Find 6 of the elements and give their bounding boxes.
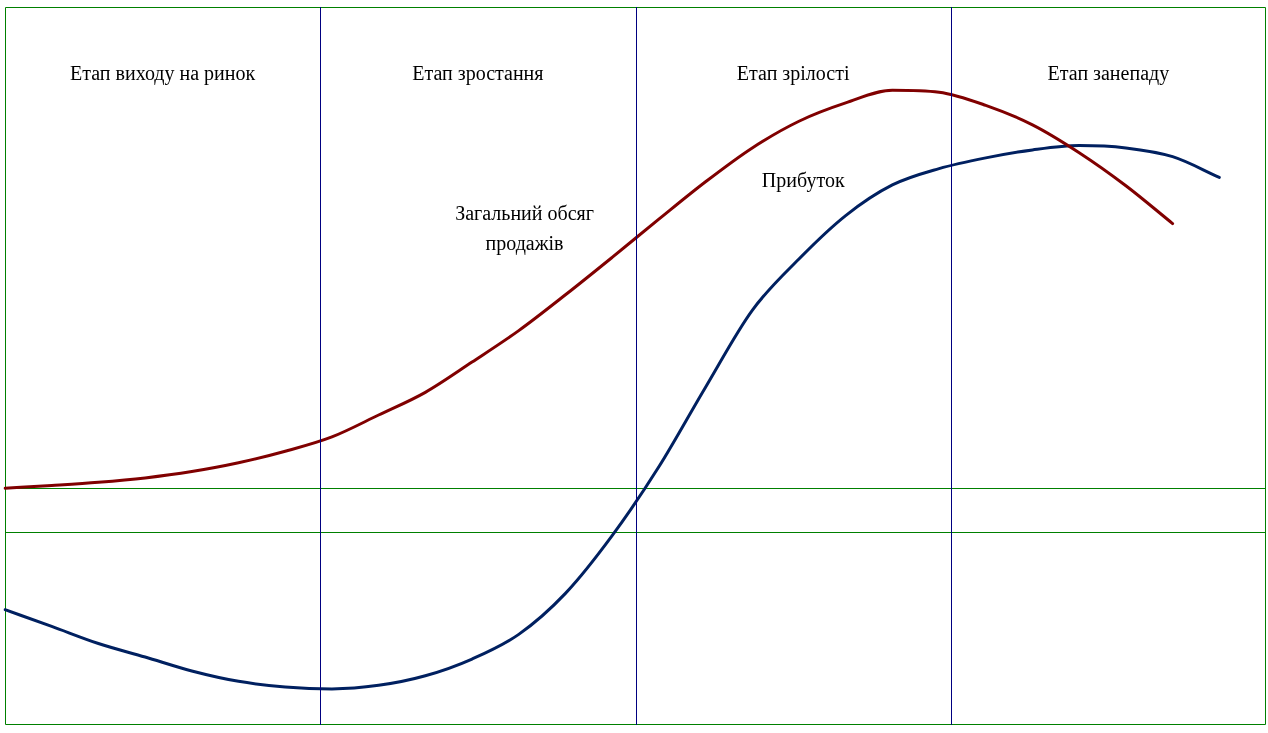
series-label: Прибуток xyxy=(761,168,845,192)
series-label: Загальний обсяг продажів xyxy=(455,201,594,255)
text: Етап занепаду xyxy=(1047,62,1170,86)
text: Етап виходу на ринок xyxy=(70,62,256,86)
text: Етап зрілості xyxy=(736,62,850,86)
text: Етап зростання xyxy=(412,62,544,86)
